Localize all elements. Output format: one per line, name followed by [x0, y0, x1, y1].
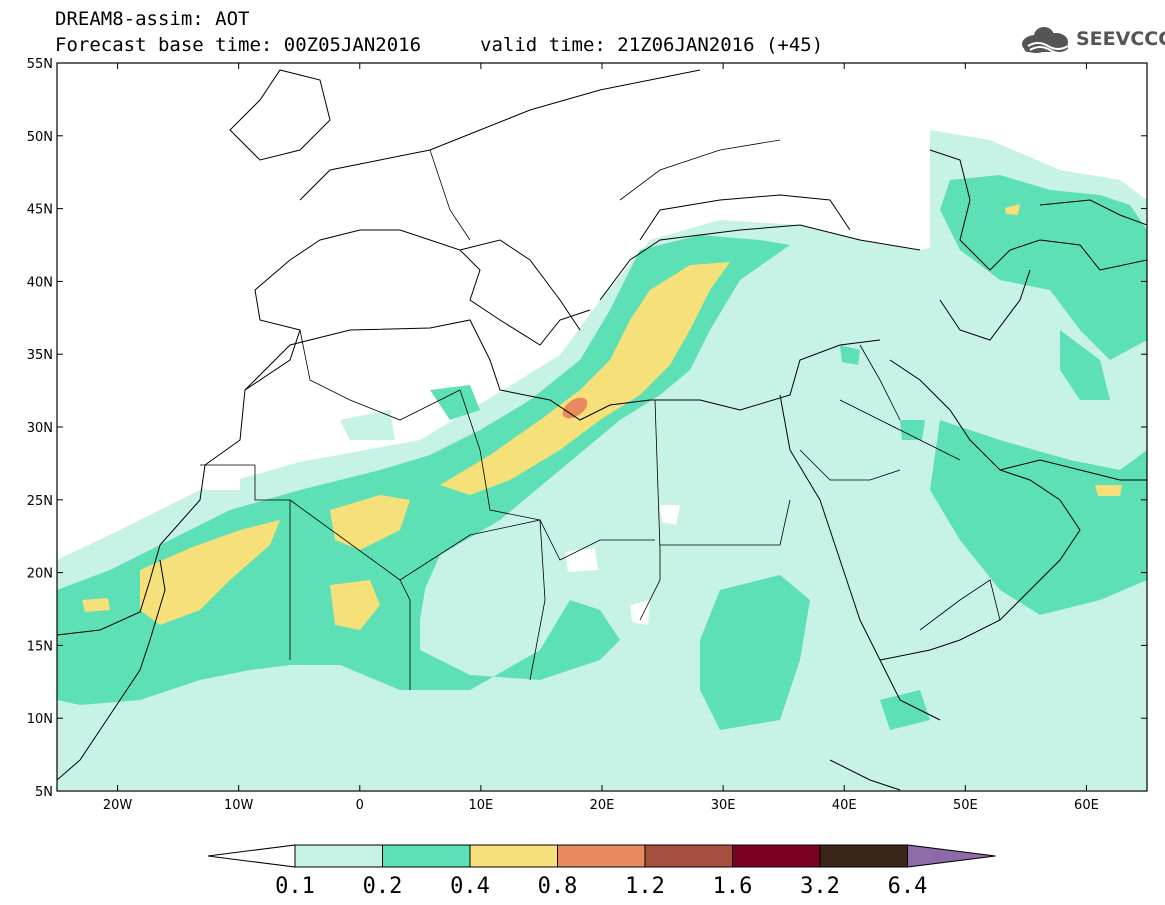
lat-tick-label: 5N	[35, 785, 53, 800]
valid-time: valid time: 21Z06JAN2016 (+45)	[480, 34, 824, 56]
coastlines	[57, 69, 1147, 791]
lat-tick-label: 25N	[27, 494, 53, 509]
aot-level-0-2	[57, 175, 1147, 730]
latitude-ticks: 55N 50N 45N 40N 35N 30N 25N 20N 15N 10N 5N	[27, 57, 1147, 800]
lat-tick-label: 15N	[27, 639, 53, 654]
lat-tick-label: 20N	[27, 567, 53, 582]
country-borders	[200, 139, 1001, 690]
lat-tick-label: 55N	[27, 57, 53, 72]
lon-tick-label: 60E	[1074, 798, 1099, 813]
lat-tick-label: 45N	[27, 203, 53, 218]
lat-tick-label: 10N	[27, 712, 53, 727]
map-title: DREAM8-assim: AOT	[55, 8, 250, 30]
aot-clear-areas	[57, 63, 1147, 625]
aot-contours	[57, 63, 1147, 790]
lat-tick-label: 35N	[27, 348, 53, 363]
aot-level-0-4	[82, 204, 1122, 630]
lat-tick-label: 30N	[27, 421, 53, 436]
lon-tick-label: 40E	[832, 798, 857, 813]
seevccc-logo: SEEVCCC	[1076, 28, 1165, 50]
forecast-base-time: Forecast base time: 00Z05JAN2016	[55, 34, 422, 56]
lon-tick-label: 10E	[469, 798, 494, 813]
lon-tick-label: 30E	[711, 798, 736, 813]
lon-tick-label: 50E	[953, 798, 978, 813]
aot-level-0-8	[562, 397, 588, 419]
lon-tick-label: 0	[356, 798, 364, 813]
lat-tick-label: 40N	[27, 275, 53, 290]
longitude-ticks: 20W 10W 0 10E 20E 30E 40E 50E 60E	[103, 63, 1099, 813]
lon-tick-label: 20E	[590, 798, 615, 813]
cloud-icon	[1022, 27, 1069, 54]
lon-tick-label: 20W	[103, 798, 133, 813]
lon-tick-label: 10W	[224, 798, 254, 813]
lat-tick-label: 50N	[27, 130, 53, 145]
